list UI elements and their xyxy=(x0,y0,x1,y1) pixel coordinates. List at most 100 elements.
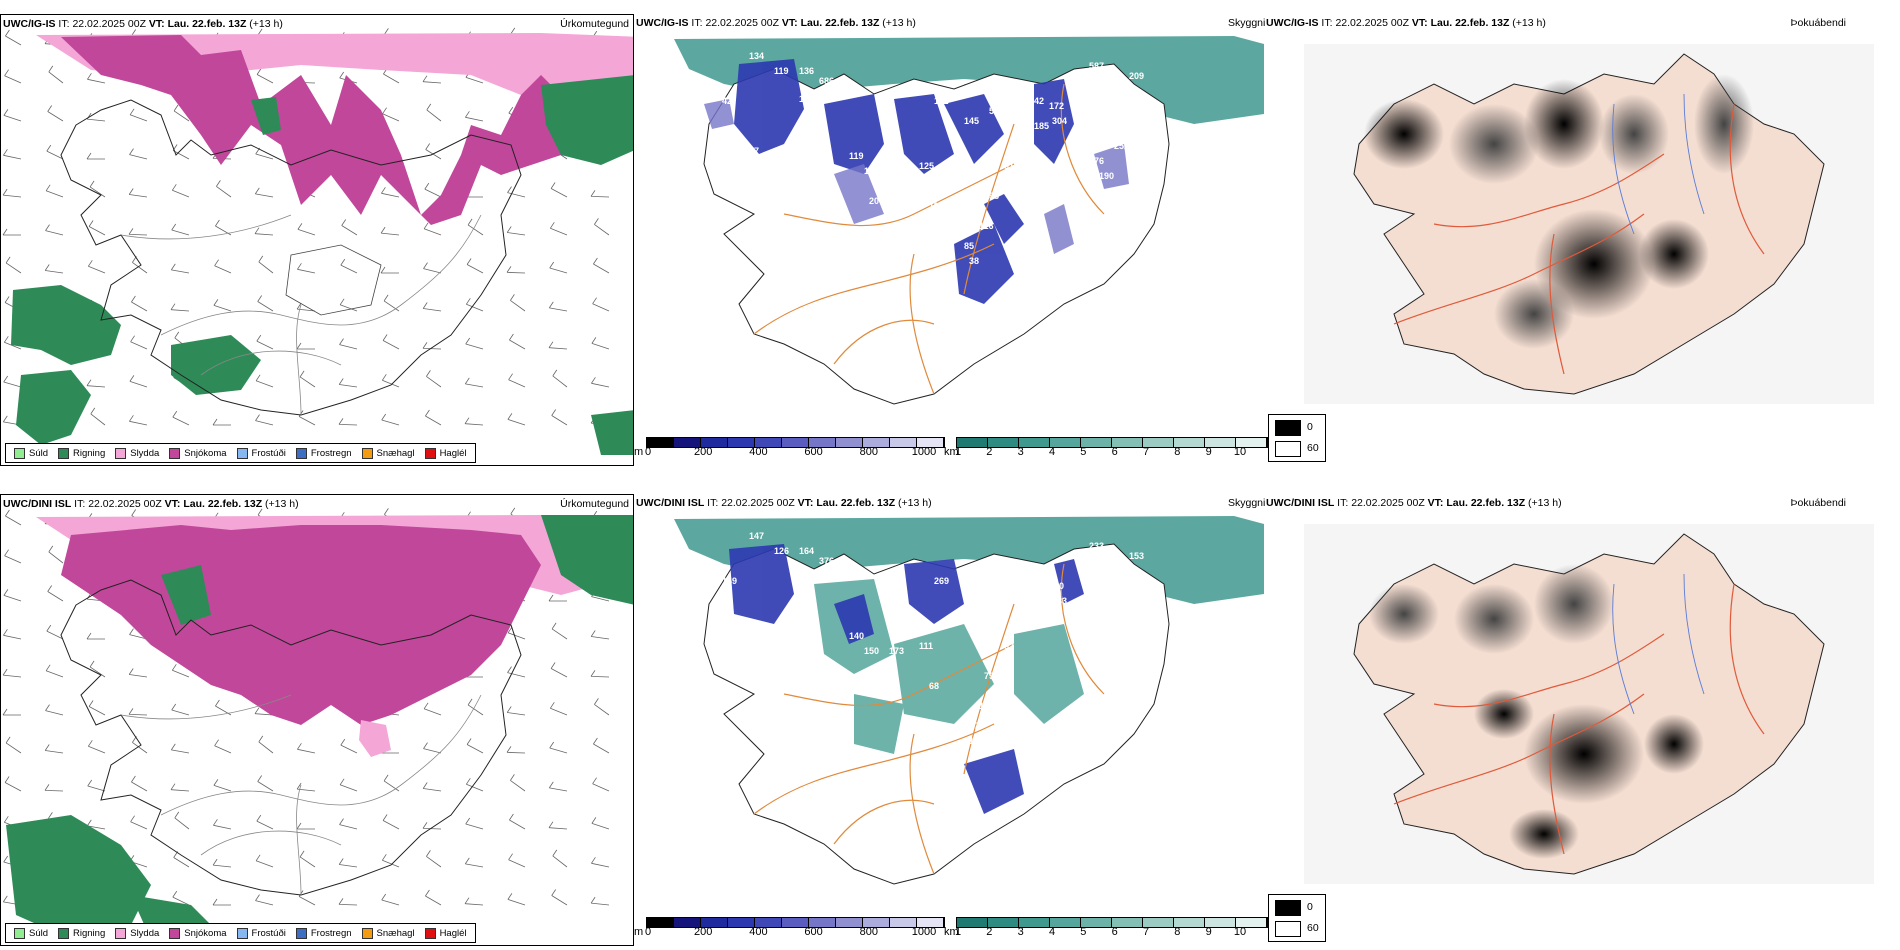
cloudbase-value-label: 82 xyxy=(1004,641,1014,651)
wind-barb xyxy=(422,75,442,84)
wind-barb xyxy=(339,818,358,830)
cloudbase-value-label: 219 xyxy=(1114,621,1129,631)
legend-item: Snæhagl xyxy=(361,927,415,939)
precip-type-map xyxy=(2,507,633,940)
colorbar-tick-label: 200 xyxy=(694,926,713,938)
colorbar-tick-label: 6 xyxy=(1111,446,1118,458)
fog-index-map xyxy=(1304,44,1874,404)
legend-swatch xyxy=(424,927,436,939)
precip-type-map xyxy=(2,27,633,455)
wind-barb xyxy=(5,256,22,274)
wind-barb xyxy=(507,413,526,426)
wind-barb xyxy=(506,226,526,236)
wind-barb xyxy=(214,739,232,754)
fog-index-panel-bottom: UWC/DINI ISL IT: 22.02.2025 00Z VT: Lau.… xyxy=(1264,494,1900,946)
wind-barb xyxy=(509,333,526,350)
cloudbase-value-label: 315 xyxy=(1004,161,1019,171)
wind-barb xyxy=(507,186,526,198)
fog-index-map xyxy=(1304,524,1874,884)
wind-barb xyxy=(89,180,106,198)
colorbar-tick-label: 8 xyxy=(1174,926,1181,938)
colorbar-segment xyxy=(836,918,863,927)
precip-type-legend: Súld Rigning Slydda Snjókoma Frostúði Fr… xyxy=(5,923,476,943)
colorbar-segment xyxy=(647,918,674,927)
wind-barb xyxy=(46,624,64,640)
fog-legend-label: 0 xyxy=(1307,901,1313,913)
wind-barb xyxy=(426,850,442,868)
colorbar-segment xyxy=(1081,918,1112,927)
wind-barb xyxy=(170,303,190,312)
wind-barb xyxy=(44,784,64,792)
legend-item: Haglél xyxy=(424,447,467,459)
wind-barb xyxy=(3,629,22,640)
cloudbase-value-label: 310 xyxy=(1034,601,1049,611)
legend-swatch xyxy=(424,447,436,459)
cloudbase-value-label: 145 xyxy=(964,116,979,126)
model-name: UWC/DINI ISL xyxy=(636,497,705,509)
wind-barb xyxy=(213,779,232,792)
wind-barb xyxy=(86,379,106,388)
colorbar-segment xyxy=(863,438,890,447)
colorbar-segment xyxy=(809,918,836,927)
wind-barb xyxy=(552,369,568,388)
wind-barb xyxy=(86,819,106,830)
panel-header: UWC/DINI ISL IT: 22.02.2025 00Z VT: Lau.… xyxy=(3,498,629,510)
wind-barb xyxy=(338,418,358,426)
panel-title: Úrkomutegund xyxy=(560,498,629,510)
wind-barb xyxy=(4,776,22,792)
fog-shading xyxy=(1364,74,1754,349)
wind-barb xyxy=(591,857,610,868)
visibility-title: Skyggni xyxy=(1228,17,1266,29)
cloudbase-value-label: 176 xyxy=(1089,156,1104,166)
wind-barb xyxy=(549,702,568,716)
colorbar-segment xyxy=(701,438,728,447)
wind-barb xyxy=(258,255,274,274)
colorbar-segment xyxy=(1205,438,1236,447)
legend-item: Súld xyxy=(14,927,48,939)
colorbar-tick-label: 9 xyxy=(1205,446,1212,458)
cloudbase-value-label: 153 xyxy=(1129,551,1144,561)
wind-barb xyxy=(2,708,21,716)
cloudbase-colorbar-bottom: m 0 200 400 600 800 1000 xyxy=(634,916,945,946)
colorbar-segment xyxy=(957,438,988,447)
cloudbase-value-label: 164 xyxy=(799,546,814,556)
roads xyxy=(753,563,1105,875)
colorbar-segment xyxy=(917,438,944,447)
legend-swatch xyxy=(236,447,248,459)
wind-barb xyxy=(380,226,400,236)
cloudbase-value-label: 198 xyxy=(984,191,999,201)
colorbar-unit: m xyxy=(634,926,644,938)
cloudbase-visibility-panel-bottom: UWC/DINI ISL IT: 22.02.2025 00Z VT: Lau.… xyxy=(634,494,1264,946)
model-name: UWC/IG-IS xyxy=(3,18,56,30)
wind-barb xyxy=(90,407,106,426)
colorbar-unit: km xyxy=(944,926,959,938)
wind-barb xyxy=(381,187,400,198)
wind-barb xyxy=(382,334,400,350)
cloudbase-value-label: 147 xyxy=(749,531,764,541)
wind-barb xyxy=(593,257,610,274)
cloudbase-value-label: 151 xyxy=(969,736,984,746)
fog-legend-bottom: 0 60 xyxy=(1268,894,1326,942)
colorbar-gradient xyxy=(956,917,1268,928)
wind-barb xyxy=(255,854,274,868)
cloudbase-value-label: 240 xyxy=(869,676,884,686)
wind-barb xyxy=(422,302,442,312)
wind-barb xyxy=(44,744,64,754)
rain-area xyxy=(251,97,281,135)
panel-header: UWC/DINI ISL IT: 22.02.2025 00Z VT: Lau.… xyxy=(636,497,932,509)
wind-barb xyxy=(4,69,22,84)
wind-barb xyxy=(5,29,22,46)
cloudbase-value-label: 38 xyxy=(969,256,979,266)
wind-barb xyxy=(2,668,22,678)
wind-barb xyxy=(465,337,484,350)
wind-barb xyxy=(590,190,610,198)
colorbar-segment xyxy=(1174,918,1205,927)
wind-barb xyxy=(383,294,400,312)
snow-area xyxy=(61,525,541,725)
wind-barb xyxy=(339,298,358,312)
colorbar-tick-label: 600 xyxy=(804,926,823,938)
wind-barb xyxy=(172,144,190,160)
wind-barb xyxy=(45,224,64,236)
wind-barb xyxy=(296,822,315,830)
colorbar-segment xyxy=(782,918,809,927)
